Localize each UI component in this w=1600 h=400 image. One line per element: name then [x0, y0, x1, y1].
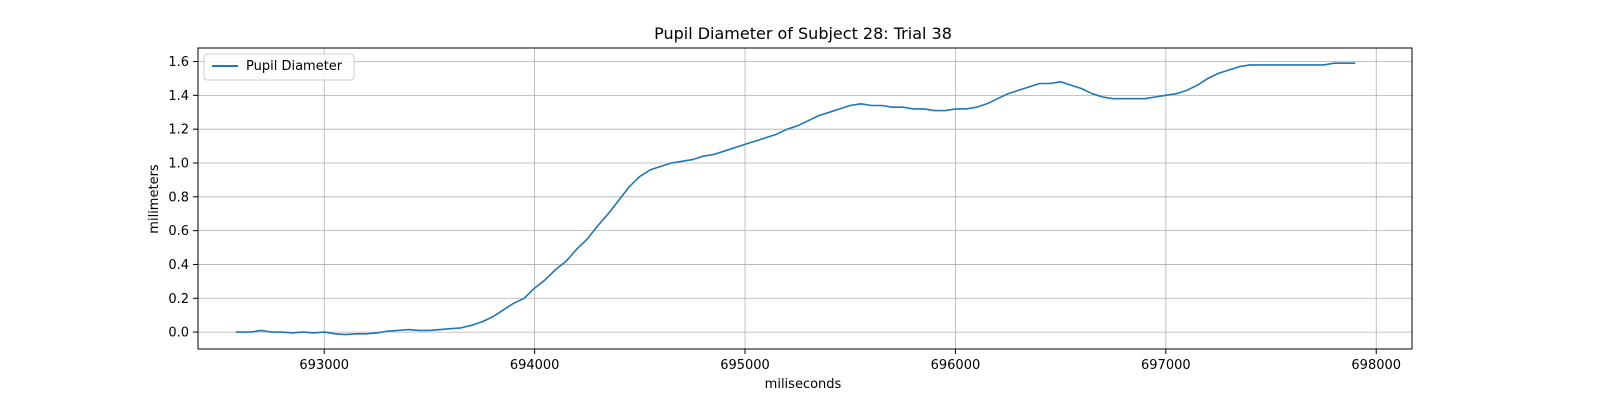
x-tick-label: 693000 — [299, 358, 349, 373]
y-tick-label: 1.0 — [168, 156, 189, 171]
x-tick-label: 694000 — [510, 358, 560, 373]
x-tick-label: 697000 — [1141, 358, 1191, 373]
series-line-pupil-diameter — [235, 62, 1356, 336]
plot-frame — [197, 47, 1413, 350]
gridlines — [198, 48, 1412, 349]
y-tick-label: 1.2 — [168, 123, 189, 138]
legend: Pupil Diameter — [203, 53, 355, 81]
x-tick-label: 696000 — [931, 358, 981, 373]
series-group — [235, 62, 1356, 336]
y-tick-label: 0.6 — [168, 224, 189, 239]
chart-title: Pupil Diameter of Subject 28: Trial 38 — [654, 24, 952, 43]
axis-ticks: 693000 694000 695000 696000 697000 698000 0.0 0… — [168, 55, 1401, 373]
x-tick-label: 698000 — [1351, 358, 1401, 373]
legend-label-pupil-diameter: Pupil Diameter — [246, 59, 343, 74]
y-tick-label: 0.0 — [168, 326, 189, 341]
y-tick-label: 1.4 — [168, 89, 189, 104]
y-tick-label: 0.8 — [168, 190, 189, 205]
y-axis-label: milimeters — [147, 164, 162, 234]
legend-box — [203, 53, 355, 81]
x-tick-label: 695000 — [720, 358, 770, 373]
y-tick-label: 0.4 — [168, 258, 189, 273]
x-axis-label: miliseconds — [765, 377, 842, 392]
y-tick-label: 0.2 — [168, 292, 189, 307]
y-tick-label: 1.6 — [168, 55, 189, 70]
